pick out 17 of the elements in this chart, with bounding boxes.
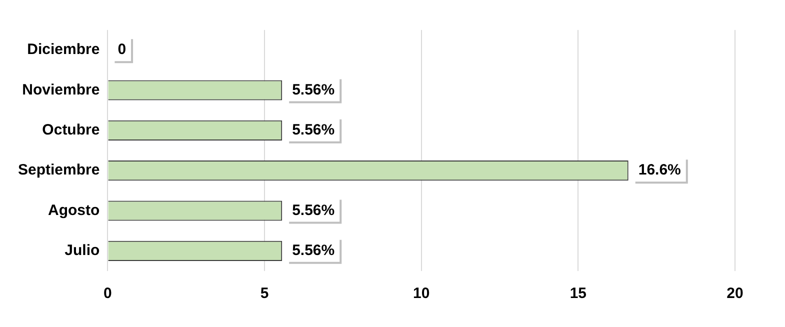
y-tick-label: Agosto bbox=[48, 202, 100, 219]
data-label: 5.56% bbox=[292, 81, 335, 98]
data-label: 5.56% bbox=[292, 202, 335, 219]
x-tick-label: 10 bbox=[413, 285, 430, 302]
y-tick-label: Julio bbox=[64, 242, 100, 260]
y-tick-label: Noviembre bbox=[22, 81, 100, 98]
x-tick-label: 5 bbox=[260, 285, 269, 302]
data-label: 0 bbox=[118, 41, 126, 58]
x-tick-label: 0 bbox=[104, 285, 112, 302]
x-tick-label: 20 bbox=[726, 285, 744, 302]
y-tick-label: Octubre bbox=[42, 122, 100, 139]
y-tick-label: Septiembre bbox=[18, 162, 100, 179]
x-tick-label: 15 bbox=[570, 285, 587, 302]
data-label: 5.56% bbox=[292, 242, 335, 260]
y-tick-label: Diciembre bbox=[27, 41, 100, 58]
data-label: 5.56% bbox=[292, 122, 335, 139]
data-label: 16.6% bbox=[638, 162, 681, 179]
